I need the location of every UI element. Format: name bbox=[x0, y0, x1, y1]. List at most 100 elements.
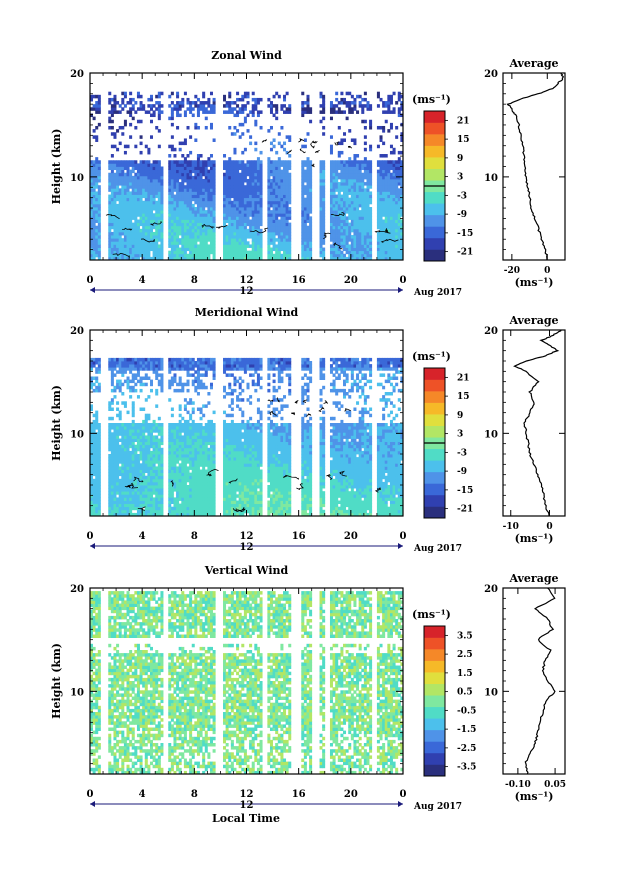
contour-line bbox=[235, 508, 245, 512]
date-axis-arrow-left bbox=[90, 543, 95, 549]
colorbar-swatch bbox=[424, 249, 445, 262]
colorbar-swatch bbox=[424, 448, 445, 461]
colorbar-swatch bbox=[424, 203, 445, 216]
profile-x-tick-label: -0.10 bbox=[505, 780, 531, 790]
x-tick-label: 0 bbox=[400, 789, 407, 800]
colorbar-tick-label: -0.5 bbox=[457, 706, 476, 716]
colorbar-swatch bbox=[424, 368, 445, 380]
profile-y-tick-label: 10 bbox=[484, 173, 498, 184]
colorbar-tick-label: -3 bbox=[457, 448, 467, 458]
colorbar-swatch bbox=[424, 494, 445, 507]
x-axis-label: Local Time bbox=[212, 812, 280, 825]
contour-line bbox=[323, 232, 331, 240]
colorbar-tick-label: 0.5 bbox=[457, 688, 473, 698]
contour-line bbox=[318, 406, 325, 412]
colorbar-frame bbox=[423, 625, 446, 777]
contour-line bbox=[206, 468, 219, 477]
colorbar-swatch bbox=[424, 660, 445, 673]
x-tick-label: 12 bbox=[240, 275, 254, 286]
colorbar-swatch bbox=[424, 168, 445, 181]
x-tick-label: 8 bbox=[191, 531, 198, 542]
colorbar-tick-label: 3.5 bbox=[457, 631, 473, 641]
colorbar-swatch bbox=[424, 191, 445, 204]
colorbar-swatch bbox=[424, 134, 445, 146]
y-axis-label: Height (km) bbox=[50, 129, 63, 205]
month-label: Aug 2017 bbox=[413, 802, 462, 812]
contour-line bbox=[296, 483, 304, 490]
contour-line bbox=[314, 149, 320, 153]
profile-x-tick-label: 0.05 bbox=[544, 780, 566, 790]
colorbar-swatch bbox=[424, 718, 445, 731]
x-tick-label: 0 bbox=[400, 531, 407, 542]
x-tick-label: 4 bbox=[139, 789, 146, 800]
contour-line bbox=[347, 145, 352, 149]
colorbar-swatch bbox=[424, 425, 445, 438]
y-tick-label: 10 bbox=[70, 429, 84, 440]
contour-line bbox=[276, 397, 280, 403]
colorbar-tick-label: -3 bbox=[457, 191, 467, 201]
colorbar-swatch bbox=[424, 391, 445, 403]
profile-y-tick-label: 20 bbox=[484, 69, 498, 80]
y-tick-label: 20 bbox=[70, 69, 84, 80]
contour-line bbox=[137, 506, 146, 511]
colorbar-swatch bbox=[424, 483, 445, 496]
date-label: 12 bbox=[240, 800, 254, 811]
x-tick-label: 20 bbox=[344, 531, 358, 542]
contour-line bbox=[282, 474, 300, 480]
chart-title: Meridional Wind bbox=[195, 306, 299, 319]
contour-line bbox=[228, 478, 238, 484]
heatmap-field bbox=[90, 357, 403, 516]
profile-title: Average bbox=[508, 314, 558, 327]
date-label: 12 bbox=[240, 542, 254, 553]
profile-x-tick-label: -20 bbox=[504, 266, 520, 276]
month-label: Aug 2017 bbox=[413, 544, 462, 554]
panel-1: Meridional Wind 0 4 8 12 16 20 0 10 20 Height (km)… bbox=[50, 306, 566, 554]
x-tick-label: 12 bbox=[240, 789, 254, 800]
date-axis-arrow-left bbox=[90, 287, 95, 293]
contour-line bbox=[344, 408, 351, 412]
contour-line bbox=[122, 227, 133, 231]
colorbar-tick-label: 15 bbox=[457, 135, 470, 145]
contour-line bbox=[306, 413, 312, 417]
contour-line bbox=[269, 410, 277, 416]
contour-line bbox=[385, 228, 391, 234]
contour-line bbox=[323, 400, 329, 404]
chart-title: Vertical Wind bbox=[204, 564, 289, 577]
colorbar-swatch bbox=[424, 122, 445, 135]
date-axis-arrow-right bbox=[398, 543, 403, 549]
contour-line bbox=[170, 480, 174, 487]
colorbar-tick-label: 3 bbox=[457, 173, 463, 183]
colorbar-swatch bbox=[424, 237, 445, 250]
contour-line bbox=[333, 242, 343, 250]
colorbar-tick-label: -3.5 bbox=[457, 763, 476, 773]
colorbar-swatch bbox=[424, 764, 445, 777]
x-tick-label: 12 bbox=[240, 531, 254, 542]
x-tick-label: 8 bbox=[191, 789, 198, 800]
colorbar-swatch bbox=[424, 414, 445, 426]
colorbar-swatch bbox=[424, 506, 445, 519]
colorbar-tick-label: -9 bbox=[457, 210, 467, 220]
colorbar-swatch bbox=[424, 752, 445, 765]
colorbar-tick-label: -21 bbox=[457, 248, 473, 258]
x-tick-label: 4 bbox=[139, 531, 146, 542]
date-axis-arrow-right bbox=[398, 801, 403, 807]
profile-x-tick-label: 0 bbox=[546, 522, 552, 532]
contour-line bbox=[261, 139, 268, 143]
colorbar-swatch bbox=[424, 214, 445, 227]
heatmap-field bbox=[90, 91, 403, 260]
colorbar-tick-label: 2.5 bbox=[457, 650, 473, 660]
panel-2: Vertical Wind 0 4 8 12 16 20 0 10 20 Height (km) 12… bbox=[50, 564, 566, 812]
profile-y-tick-label: 10 bbox=[484, 687, 498, 698]
colorbar-swatch bbox=[424, 226, 445, 239]
colorbar-swatch bbox=[424, 741, 445, 754]
contour-line bbox=[299, 147, 306, 154]
x-tick-label: 0 bbox=[87, 275, 94, 286]
profile-line bbox=[506, 72, 564, 260]
colorbar-swatch bbox=[424, 729, 445, 742]
x-tick-label: 0 bbox=[87, 531, 94, 542]
profile-unit: (ms⁻¹) bbox=[515, 276, 554, 289]
profile-title: Average bbox=[508, 572, 558, 585]
contour-line bbox=[112, 253, 131, 258]
profile-frame bbox=[502, 72, 566, 261]
